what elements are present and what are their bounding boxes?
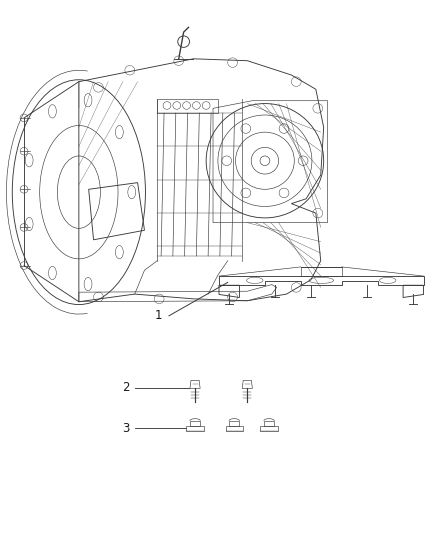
Text: 3: 3: [122, 422, 130, 435]
Text: 2: 2: [122, 382, 130, 394]
Text: 1: 1: [155, 309, 162, 322]
